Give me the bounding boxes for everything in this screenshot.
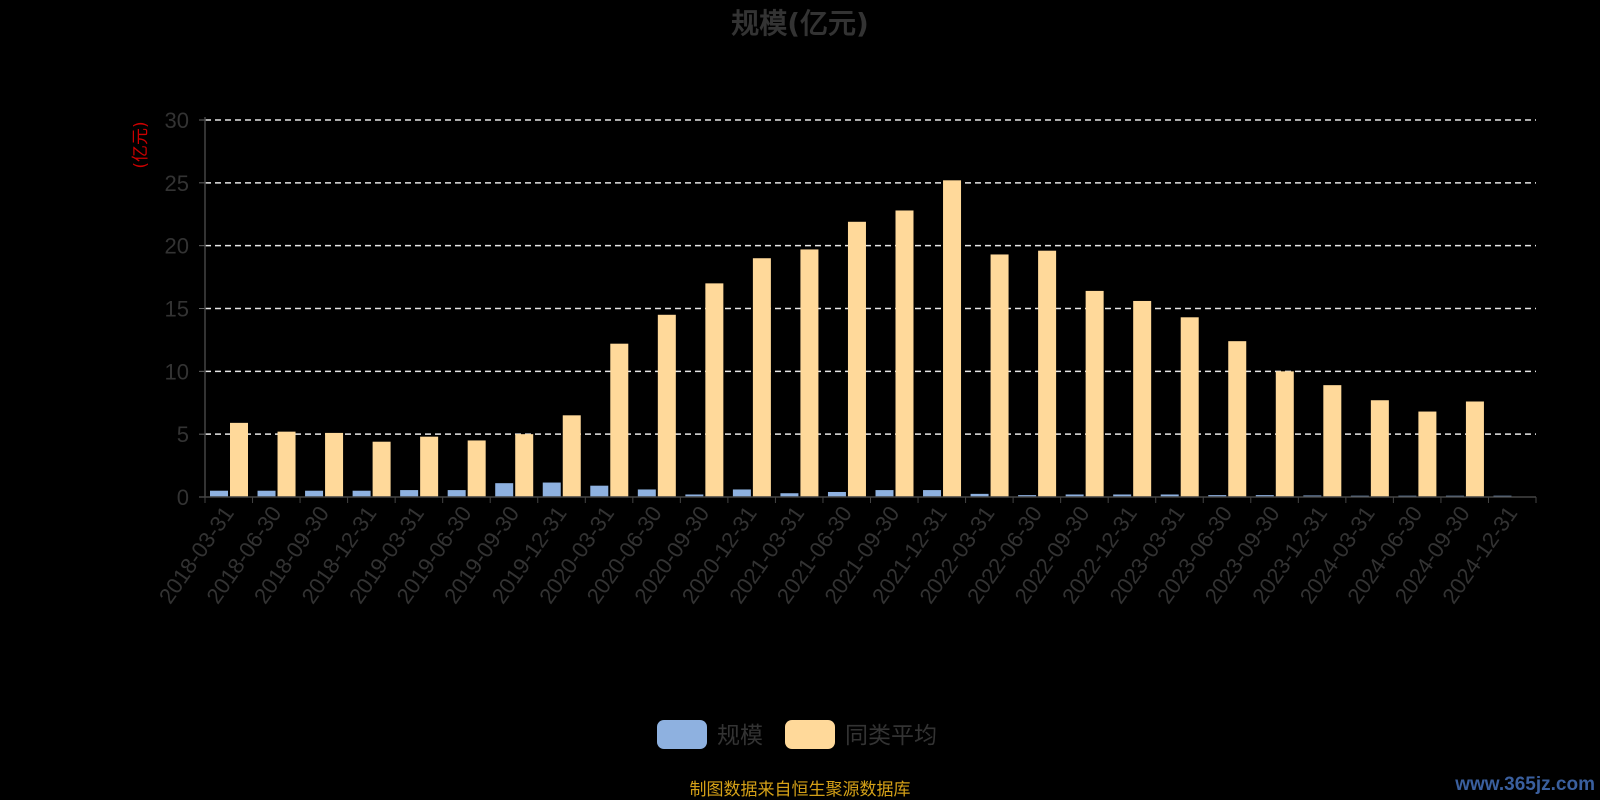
bar-peer-average: [705, 283, 724, 497]
bar-scale: [400, 490, 419, 497]
bar-scale: [780, 493, 799, 497]
y-tick-label: 0: [177, 485, 189, 510]
bar-scale: [542, 482, 561, 497]
bar-peer-average: [1180, 317, 1199, 497]
bar-peer-average: [1465, 401, 1484, 497]
bar-peer-average: [752, 258, 771, 497]
legend-item[interactable]: 规模: [657, 720, 763, 749]
bar-peer-average: [230, 422, 248, 497]
legend-swatch[interactable]: [657, 720, 707, 749]
bar-scale: [1208, 495, 1227, 497]
bar-scale: [257, 490, 276, 497]
bar-peer-average: [1085, 290, 1104, 497]
legend-item[interactable]: 同类平均: [785, 720, 937, 749]
bar-scale: [875, 490, 894, 497]
bar-peer-average: [847, 221, 866, 498]
y-tick-label: 20: [165, 234, 189, 259]
y-tick-label: 30: [165, 108, 189, 133]
bar-peer-average: [895, 210, 914, 498]
bar-peer-average: [467, 440, 486, 497]
bar-scale: [210, 490, 228, 497]
bar-scale: [1113, 494, 1132, 497]
bar-scale: [827, 491, 846, 497]
bar-peer-average: [1370, 400, 1389, 497]
bar-peer-average: [325, 432, 344, 497]
bar-peer-average: [1275, 371, 1294, 497]
bar-peer-average: [657, 314, 676, 497]
bar-peer-average: [943, 180, 962, 497]
bar-peer-average: [562, 415, 581, 497]
bar-scale: [1018, 495, 1037, 497]
chart-title: 规模(亿元): [731, 7, 869, 40]
y-tick-label: 10: [165, 359, 189, 384]
bar-peer-average: [1418, 411, 1437, 497]
legend-label[interactable]: 规模: [717, 723, 763, 749]
gridlines: [205, 119, 1536, 435]
legend[interactable]: 规模 同类平均: [657, 720, 937, 749]
source-note: 制图数据来自恒生聚源数据库: [690, 780, 911, 800]
bar-scale: [637, 489, 656, 497]
bar-peer-average: [800, 249, 819, 497]
bar-peer-average: [1228, 341, 1247, 497]
bar-scale: [590, 485, 609, 497]
y-axis-ticks: 0 5 10 15 20 25 30: [165, 108, 205, 510]
bar-peer-average: [420, 436, 439, 497]
bar-peer-average: [1038, 250, 1057, 497]
legend-swatch[interactable]: [785, 720, 835, 749]
bar-scale: [305, 490, 324, 497]
bar-scale: [732, 489, 751, 497]
y-tick-label: 25: [165, 171, 189, 196]
bar-peer-average: [515, 434, 534, 497]
bar-peer-average: [610, 343, 629, 497]
bar-scale: [685, 494, 704, 497]
bar-scale: [1160, 494, 1179, 497]
watermark: www.365jz.com: [1454, 774, 1595, 795]
y-axis-unit-label: (亿元): [131, 121, 151, 168]
bar-peer-average: [990, 254, 1009, 497]
bar-peer-average: [277, 431, 296, 497]
bar-peer-average: [1323, 385, 1342, 497]
bar-scale: [447, 490, 466, 497]
bar-peer-average: [1133, 300, 1152, 497]
bar-scale: [1255, 495, 1274, 497]
bar-scale: [1065, 494, 1084, 497]
bar-scale: [1303, 495, 1322, 497]
bar-scale: [923, 490, 942, 497]
legend-label[interactable]: 同类平均: [845, 723, 937, 749]
y-tick-label: 5: [177, 422, 189, 447]
y-tick-label: 15: [165, 297, 189, 322]
bar-scale: [352, 490, 371, 497]
bar-peer-average: [372, 441, 391, 497]
x-axis-ticks: 2018-03-312018-06-302018-09-302018-12-31…: [154, 497, 1537, 608]
bars: [210, 180, 1512, 498]
bar-scale: [970, 493, 989, 497]
bar-scale: [495, 483, 514, 497]
